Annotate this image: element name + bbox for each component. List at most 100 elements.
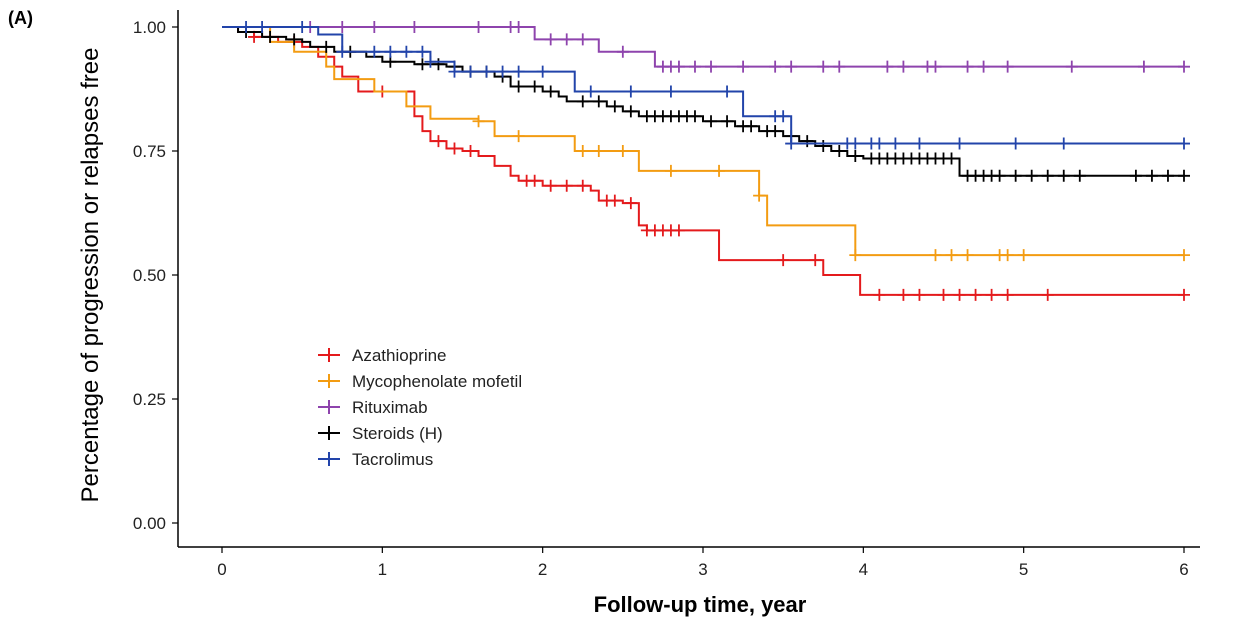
censor-mark [1041, 288, 1054, 301]
censor-mark [512, 21, 525, 33]
censor-mark [264, 30, 277, 43]
censor-mark [881, 60, 894, 73]
censor-mark [448, 65, 461, 78]
censor-mark [1001, 249, 1014, 262]
series-azathioprine [222, 26, 1190, 301]
y-tick-label: 0.50 [133, 266, 166, 285]
censor-mark [544, 85, 557, 98]
censor-mark [721, 115, 734, 128]
censor-mark [448, 142, 461, 155]
censor-mark [913, 137, 926, 150]
km-curve [222, 26, 1184, 145]
censor-mark [472, 21, 485, 33]
km-curve [222, 26, 1184, 177]
axes: 0 1 2 3 4 5 6 0.00 0.25 0.50 0.75 1.00 [133, 10, 1200, 579]
legend-swatch [318, 452, 340, 466]
censor-mark [512, 80, 525, 93]
x-tick-label: 5 [1019, 560, 1028, 579]
censor-mark [664, 164, 677, 177]
censor-mark [889, 137, 902, 150]
censor-mark [945, 249, 958, 262]
censor-mark [1009, 137, 1022, 150]
censor-mark [1178, 60, 1190, 73]
censor-mark [801, 135, 814, 148]
censor-mark [664, 85, 677, 98]
censor-mark [937, 288, 950, 301]
censor-mark [817, 60, 830, 73]
censor-mark [432, 58, 445, 71]
km-curve [222, 26, 1184, 257]
censor-mark [1073, 169, 1086, 182]
censor-mark [785, 137, 798, 150]
censor-mark [560, 179, 573, 192]
censor-mark [688, 60, 701, 73]
censor-mark [1137, 60, 1150, 73]
x-tick-label: 3 [698, 560, 707, 579]
censor-mark [913, 288, 926, 301]
legend-swatch [318, 426, 340, 440]
censor-mark [1145, 169, 1158, 182]
legend-label: Mycophenolate mofetil [352, 372, 522, 391]
censor-mark [897, 60, 910, 73]
km-curve [222, 26, 1184, 68]
y-tick-label: 1.00 [133, 18, 166, 37]
censor-mark [528, 80, 541, 93]
censor-mark [1178, 288, 1190, 301]
series-rituximab [222, 21, 1190, 73]
censor-mark [512, 130, 525, 143]
censor-mark [785, 60, 798, 73]
y-axis-label: Percentage of progression or relapses fr… [77, 48, 104, 503]
series-steroids-h [222, 25, 1190, 182]
censor-mark [1057, 169, 1070, 182]
censor-mark [576, 145, 589, 157]
censor-mark [320, 40, 333, 53]
censor-mark [528, 174, 541, 187]
panel-label: (A) [8, 8, 33, 28]
censor-mark [945, 152, 958, 165]
censor-mark [833, 60, 846, 73]
censor-mark [608, 194, 621, 207]
censor-mark [1001, 60, 1014, 73]
censor-mark [672, 224, 685, 237]
censor-mark [849, 149, 862, 162]
censor-mark [777, 110, 790, 123]
censor-mark [713, 164, 726, 177]
legend-item: Steroids (H) [318, 424, 443, 443]
censor-mark [1161, 169, 1174, 182]
censor-mark [576, 33, 589, 46]
censor-mark [1025, 169, 1038, 182]
censor-mark [961, 60, 974, 73]
censor-mark [705, 115, 718, 128]
censor-mark [256, 21, 269, 33]
censor-mark [480, 65, 493, 78]
censor-mark [512, 65, 525, 78]
censor-mark [616, 145, 629, 157]
censor-mark [544, 33, 557, 46]
censor-mark [1001, 288, 1014, 301]
censor-mark [1178, 249, 1190, 262]
legend-label: Azathioprine [352, 346, 447, 365]
censor-mark [1009, 169, 1022, 182]
legend: Azathioprine Mycophenolate mofetil Rituxim… [318, 346, 522, 469]
censor-mark [969, 288, 982, 301]
legend-item: Tacrolimus [318, 450, 433, 469]
y-tick-label: 0.00 [133, 514, 166, 533]
x-tick-label: 4 [859, 560, 868, 579]
censor-mark [584, 85, 597, 98]
censor-mark [416, 45, 429, 58]
censor-mark [624, 85, 637, 98]
censor-mark [536, 65, 549, 78]
censor-mark [1178, 137, 1190, 150]
y-tick-label: 0.75 [133, 142, 166, 161]
x-tick-label: 2 [538, 560, 547, 579]
censor-mark [929, 60, 942, 73]
censor-mark [624, 105, 637, 118]
censor-mark [961, 249, 974, 262]
censor-mark [977, 60, 990, 73]
censor-mark [985, 288, 998, 301]
censor-mark [1041, 169, 1054, 182]
censor-mark [544, 179, 557, 192]
censor-mark [296, 21, 309, 33]
censor-mark [384, 45, 397, 58]
